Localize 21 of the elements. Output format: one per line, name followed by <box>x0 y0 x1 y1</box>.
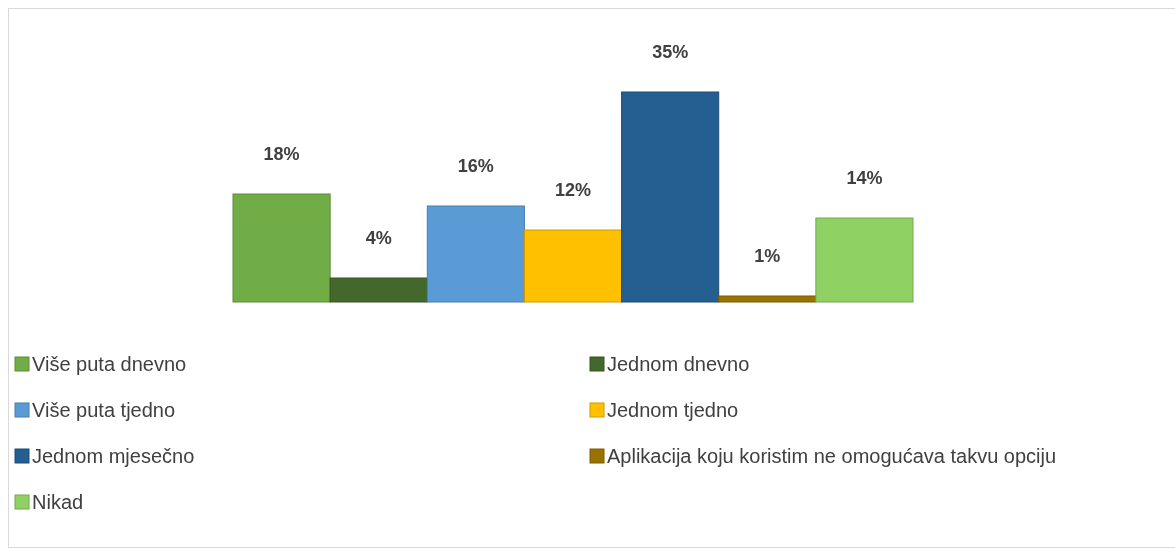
data-label: 14% <box>846 168 883 188</box>
data-label: 35% <box>652 42 689 62</box>
legend-label: Aplikacija koju koristim ne omogućava takvu opciju <box>607 445 1057 467</box>
legend-label: Nikad <box>32 491 84 513</box>
bar <box>329 277 428 303</box>
data-label: 16% <box>457 156 494 176</box>
legend-label: Više puta tjedno <box>32 399 176 421</box>
legend-label: Jednom dnevno <box>607 353 750 375</box>
bar <box>718 295 817 303</box>
bar <box>426 205 525 303</box>
bar <box>523 229 623 303</box>
data-label: 4% <box>365 228 392 248</box>
bar <box>621 91 720 303</box>
bar <box>815 217 914 303</box>
legend-label: Jednom tjedno <box>607 399 739 421</box>
data-label: 12% <box>554 180 592 200</box>
legend-label: Jednom mjesečno <box>32 445 195 467</box>
data-label: 18% <box>263 144 300 164</box>
legend-label: Više puta dnevno <box>32 353 187 375</box>
bar <box>232 193 331 303</box>
data-label: 1% <box>754 246 781 266</box>
